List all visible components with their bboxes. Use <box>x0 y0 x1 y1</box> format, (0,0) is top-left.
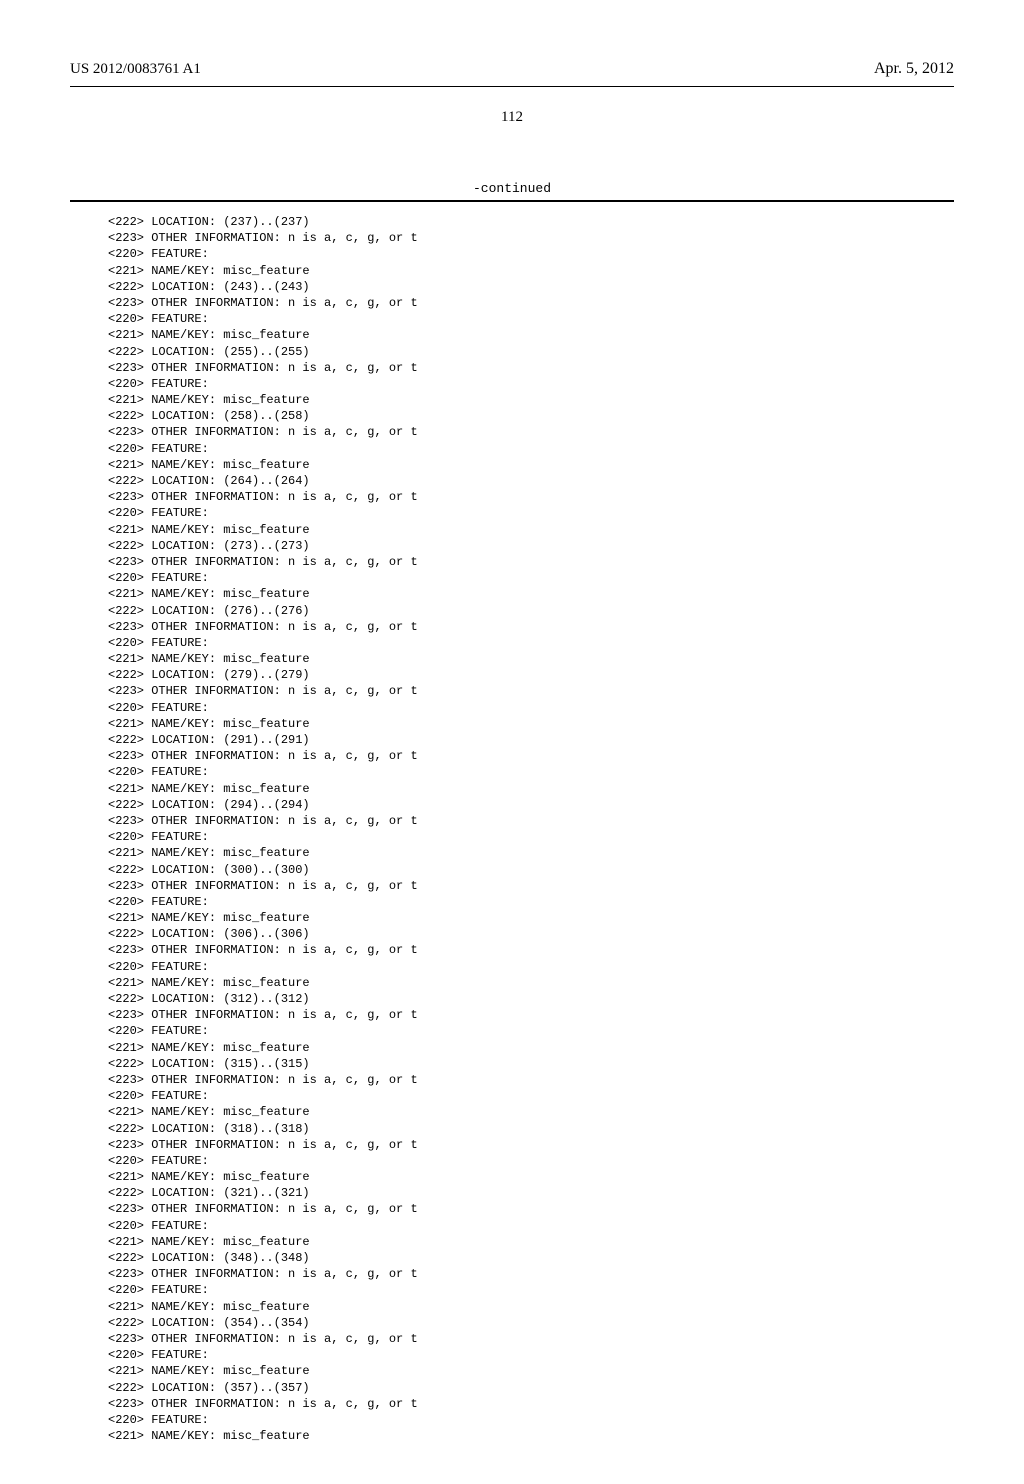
sequence-listing: <222> LOCATION: (237)..(237) <223> OTHER… <box>108 214 954 1444</box>
publication-date: Apr. 5, 2012 <box>874 60 954 78</box>
page-number: 112 <box>70 109 954 126</box>
publication-number: US 2012/0083761 A1 <box>70 61 201 78</box>
section-rule <box>70 200 954 202</box>
header-rule <box>70 86 954 87</box>
page-header: US 2012/0083761 A1 Apr. 5, 2012 <box>70 60 954 78</box>
continued-label: -continued <box>70 181 954 196</box>
